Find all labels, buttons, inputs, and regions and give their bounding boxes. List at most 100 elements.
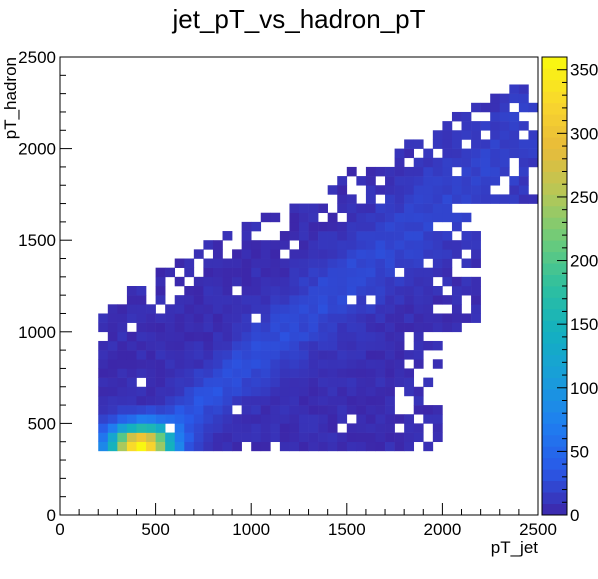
heatmap-cell: [375, 405, 386, 415]
heatmap-cell: [356, 377, 367, 388]
heatmap-cell: [518, 157, 529, 168]
heatmap-cell: [528, 148, 539, 159]
heatmap-cell: [279, 231, 290, 241]
heatmap-cell: [279, 441, 290, 452]
heatmap-cell: [193, 340, 204, 351]
heatmap-cell: [232, 267, 242, 278]
heatmap-cell: [471, 139, 481, 149]
heatmap-cell: [232, 432, 242, 443]
heatmap-cell: [327, 414, 338, 424]
heatmap-cell: [356, 340, 367, 351]
heatmap-cell: [365, 395, 376, 406]
heatmap-cell: [107, 441, 118, 452]
heatmap-cell: [394, 157, 405, 168]
heatmap-cell: [337, 405, 348, 415]
heatmap-cell: [356, 322, 367, 333]
heatmap-cell: [146, 313, 156, 323]
heatmap-cell: [308, 313, 319, 323]
heatmap-cell: [365, 194, 376, 204]
heatmap-cell: [193, 423, 204, 433]
heatmap-cell: [165, 395, 176, 406]
heatmap-cell: [375, 304, 386, 314]
color-scale-step: [542, 389, 567, 401]
heatmap-cell: [461, 130, 472, 140]
heatmap-cell: [117, 331, 128, 342]
heatmap-cell: [299, 286, 309, 296]
heatmap-cell: [365, 185, 376, 195]
heatmap-cell: [203, 322, 214, 333]
heatmap-cell: [107, 304, 118, 314]
heatmap-cell: [136, 295, 147, 305]
heatmap-cell: [232, 276, 242, 287]
heatmap-cell: [270, 276, 281, 287]
heatmap-cell: [232, 295, 242, 305]
heatmap-cell: [107, 395, 118, 406]
heatmap-cell: [346, 267, 357, 278]
heatmap-cell: [212, 340, 223, 351]
heatmap-cell: [365, 176, 376, 186]
heatmap-cell: [155, 295, 166, 305]
heatmap-cell: [260, 286, 271, 296]
heatmap-cell: [222, 405, 233, 415]
heatmap-cell: [165, 331, 176, 342]
heatmap-cell: [337, 313, 348, 323]
heatmap-cell: [471, 130, 481, 140]
heatmap-cell: [327, 423, 338, 433]
heatmap-cell: [308, 414, 319, 424]
heatmap-cell: [241, 304, 252, 314]
heatmap-cell: [279, 276, 290, 287]
heatmap-cell: [375, 423, 386, 433]
heatmap-cell: [451, 130, 462, 140]
heatmap-cell: [327, 359, 338, 369]
heatmap-cell: [327, 231, 338, 241]
heatmap-cell: [480, 166, 491, 177]
heatmap-cell: [385, 322, 395, 333]
heatmap-cell: [432, 432, 443, 443]
heatmap-cell: [442, 185, 453, 195]
heatmap-cell: [413, 313, 424, 323]
heatmap-cell: [251, 368, 262, 378]
color-scale-step: [542, 411, 567, 424]
heatmap-cell: [146, 423, 156, 433]
heatmap-cell: [461, 148, 472, 159]
heatmap-cell: [289, 377, 300, 388]
heatmap-cell: [241, 368, 252, 378]
heatmap-cell: [299, 386, 309, 397]
heatmap-cell: [232, 313, 242, 323]
heatmap-cell: [375, 350, 386, 360]
heatmap-cell: [299, 313, 309, 323]
color-scale-step: [542, 457, 567, 470]
heatmap-cell: [471, 240, 481, 250]
heatmap-cell: [260, 441, 271, 452]
heatmap-cell: [155, 276, 166, 287]
heatmap-cell: [117, 359, 128, 369]
heatmap-cell: [413, 340, 424, 351]
heatmap-cell: [270, 331, 281, 342]
heatmap-cell: [404, 240, 415, 250]
color-scale-step: [542, 492, 567, 504]
heatmap-cell: [461, 121, 472, 131]
heatmap-cell: [184, 322, 195, 333]
heatmap-cell: [174, 359, 185, 369]
heatmap-cell: [165, 368, 176, 378]
heatmap-cell: [442, 322, 453, 333]
heatmap-cell: [432, 194, 443, 204]
heatmap-cell: [203, 395, 214, 406]
heatmap-cell: [136, 359, 147, 369]
heatmap-cell: [308, 432, 319, 443]
heatmap-cell: [299, 432, 309, 443]
heatmap-cell: [499, 157, 510, 168]
heatmap-cell: [442, 166, 453, 177]
heatmap-cell: [375, 331, 386, 342]
heatmap-cell: [346, 340, 357, 351]
heatmap-cell: [365, 258, 376, 268]
heatmap-cell: [251, 240, 262, 250]
y-tick-label: 500: [28, 414, 56, 433]
heatmap-cell: [394, 221, 405, 232]
heatmap-cell: [327, 322, 338, 333]
heatmap-cell: [442, 249, 453, 259]
heatmap-cell: [356, 386, 367, 397]
heatmap-cell: [356, 350, 367, 360]
heatmap-cell: [203, 240, 214, 250]
heatmap-cell: [413, 304, 424, 314]
